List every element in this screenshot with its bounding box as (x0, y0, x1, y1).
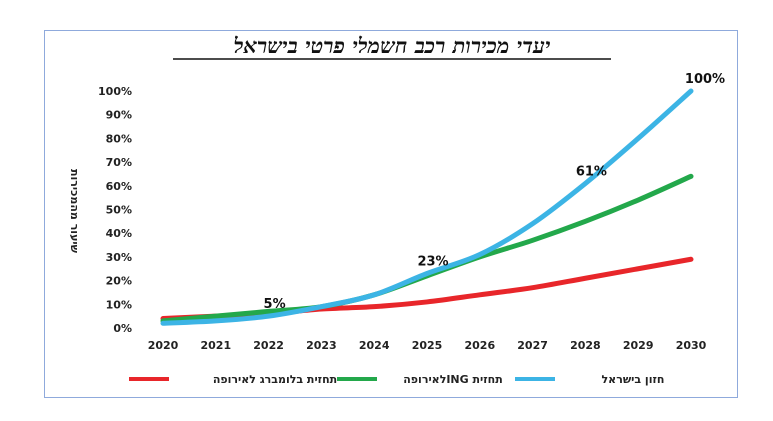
data-label: 5% (264, 297, 286, 312)
x-tick-label: 2020 (148, 339, 179, 352)
x-tick-label: 2026 (464, 339, 495, 352)
y-axis-label: שיעור מהמכירות (68, 169, 81, 254)
y-tick-label: 70% (106, 156, 132, 169)
series-line (160, 173, 694, 324)
x-tick-label: 2023 (306, 339, 337, 352)
legend-label: תחזית INGלאירופה (403, 373, 502, 386)
y-tick-label: 40% (106, 227, 132, 240)
legend-label: תחזית בלומברג לאירופה (213, 373, 337, 386)
data-label: 61% (576, 164, 607, 179)
series-lines (160, 88, 694, 326)
y-tick-label: 60% (106, 180, 132, 193)
chart-title: יעדי מכירות רכב חשמלי פרטי בישראל (234, 33, 551, 58)
y-tick-label: 90% (106, 109, 132, 122)
x-tick-label: 2030 (676, 339, 707, 352)
x-tick-label: 2028 (570, 339, 601, 352)
chart-frame: יעדי מכירות רכב חשמלי פרטי בישראל שיעור … (44, 30, 738, 398)
y-tick-label: 0% (113, 322, 132, 335)
data-annotations: 5% 23% 61% 100% (264, 72, 726, 312)
x-tick-label: 2021 (200, 339, 231, 352)
y-tick-label: 30% (106, 251, 132, 264)
legend: חזון בישראל תחזית INGלאירופה תחזית בלומברג… (129, 373, 664, 386)
y-axis-ticks: 0% 10% 20% 30% 40% 50% 60% 70% 80% 90% 100% (98, 85, 132, 335)
line-chart: יעדי מכירות רכב חשמלי פרטי בישראל שיעור … (68, 33, 726, 386)
y-tick-label: 100% (98, 85, 132, 98)
series-line (160, 88, 694, 326)
x-tick-label: 2025 (412, 339, 443, 352)
y-tick-label: 50% (106, 204, 132, 217)
x-tick-label: 2022 (253, 339, 284, 352)
y-tick-label: 10% (106, 298, 132, 311)
data-label: 100% (685, 72, 725, 87)
x-axis-ticks: 2020 2021 2022 2023 2024 2025 2026 2027 2028 2029… (148, 339, 707, 352)
x-tick-label: 2024 (359, 339, 390, 352)
y-tick-label: 80% (106, 132, 132, 145)
y-tick-label: 20% (106, 275, 132, 288)
data-label: 23% (417, 254, 448, 269)
x-tick-label: 2029 (623, 339, 654, 352)
x-tick-label: 2027 (517, 339, 548, 352)
legend-label: חזון בישראל (602, 373, 665, 386)
